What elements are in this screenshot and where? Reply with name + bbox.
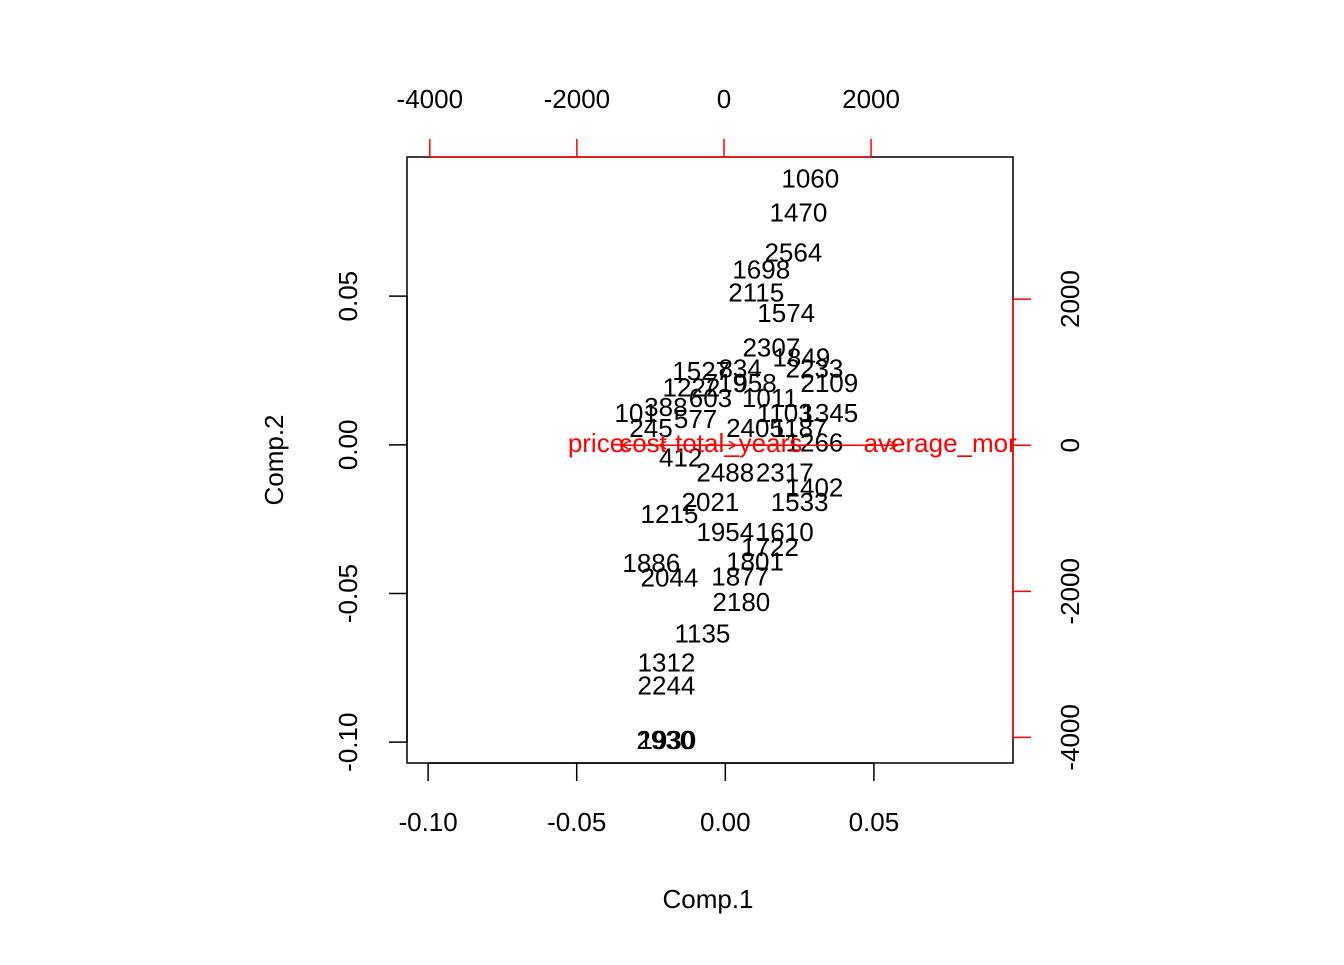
point-label: 1722 <box>741 532 799 562</box>
point-label: 1060 <box>781 164 839 194</box>
point-label: 2564 <box>764 238 822 268</box>
point-label: 1011 <box>742 383 798 413</box>
point-label: 1801 <box>726 547 784 577</box>
point-label: 1187 <box>772 413 828 443</box>
point-label: 1527 <box>672 356 730 386</box>
x2-tick-label: 0 <box>717 84 731 114</box>
point-label: 2317 <box>756 457 814 487</box>
point-label: 1470 <box>769 198 827 228</box>
y-tick-label: 0.00 <box>333 420 363 471</box>
point-label: 2021 <box>682 487 740 517</box>
point-label: 719 <box>704 368 747 398</box>
x-tick-label: -0.10 <box>398 807 457 837</box>
y2-tick-label: -2000 <box>1055 558 1085 625</box>
point-label: 1877 <box>711 562 769 592</box>
point-label: 101 <box>614 398 657 428</box>
point-label: 1533 <box>771 487 829 517</box>
point-label: 2115 <box>728 278 784 308</box>
x-tick-label: -0.05 <box>547 807 606 837</box>
point-label: 2180 <box>712 587 770 617</box>
point-label: 1698 <box>732 255 790 285</box>
point-label: 2044 <box>641 563 699 593</box>
point-label: 834 <box>718 353 761 383</box>
point-label: 2307 <box>742 333 800 363</box>
point-label: 1135 <box>674 619 730 649</box>
point-label: 2244 <box>638 671 696 701</box>
point-label: 603 <box>689 383 732 413</box>
x-tick-label: 0.00 <box>700 807 751 837</box>
y-tick-label: -0.10 <box>333 713 363 772</box>
point-label: 1215 <box>641 499 699 529</box>
loading-label: cost <box>619 428 667 458</box>
point-label: 1103 <box>757 398 813 428</box>
point-label: 1886 <box>622 548 680 578</box>
loading-arrow <box>657 440 724 450</box>
point-label: 2405 <box>726 413 784 443</box>
x-tick-label: 0.05 <box>849 807 900 837</box>
point-label: 2930 <box>636 725 694 755</box>
point-label: 1345 <box>800 398 858 428</box>
y-tick-label: 0.05 <box>333 271 363 322</box>
y2-tick-label: 2000 <box>1055 270 1085 328</box>
point-label: 1574 <box>757 298 815 328</box>
x2-tick-label: 2000 <box>842 84 900 114</box>
point-label: 577 <box>674 404 717 434</box>
point-label: 1312 <box>638 648 696 678</box>
x2-tick-label: -4000 <box>397 84 464 114</box>
loading-label: average_mor <box>864 428 1018 458</box>
point-label: 2488 <box>696 457 754 487</box>
loading-label: price <box>568 428 624 458</box>
loading-arrow <box>723 440 899 450</box>
y2-tick-label: 0 <box>1055 438 1085 452</box>
point-label: 1849 <box>772 343 830 373</box>
point-label: 1222 <box>663 373 721 403</box>
point-label: 1930 <box>638 725 696 755</box>
loading-label: total_years <box>675 428 802 458</box>
y-tick-label: -0.05 <box>333 564 363 623</box>
point-label: 1610 <box>756 517 814 547</box>
point-label: 2233 <box>786 353 844 383</box>
point-label: 958 <box>733 368 776 398</box>
y-axis-title: Comp.2 <box>259 414 289 505</box>
point-label: 245 <box>629 413 672 443</box>
point-label: 2109 <box>800 368 858 398</box>
x2-tick-label: -2000 <box>544 84 611 114</box>
x-axis-title: Comp.1 <box>662 884 753 914</box>
point-label: 388 <box>644 392 687 422</box>
point-label: 1402 <box>786 472 844 502</box>
point-label: 1954 <box>696 517 754 547</box>
point-label: 412 <box>659 443 702 473</box>
point-label: 1266 <box>786 428 844 458</box>
y2-tick-label: -4000 <box>1055 704 1085 771</box>
